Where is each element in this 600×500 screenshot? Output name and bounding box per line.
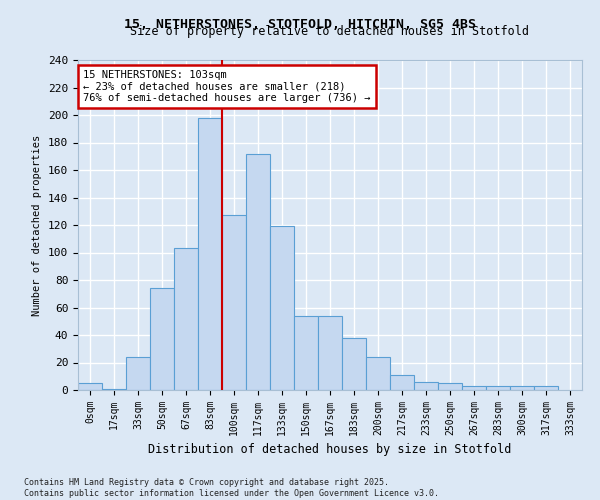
Bar — [462, 386, 486, 390]
Bar — [198, 118, 222, 390]
Bar — [294, 316, 318, 390]
Bar — [534, 386, 558, 390]
Bar — [438, 383, 462, 390]
Bar — [390, 375, 414, 390]
Bar — [246, 154, 270, 390]
Title: Size of property relative to detached houses in Stotfold: Size of property relative to detached ho… — [131, 25, 530, 38]
X-axis label: Distribution of detached houses by size in Stotfold: Distribution of detached houses by size … — [148, 444, 512, 456]
Bar — [486, 386, 510, 390]
Bar — [102, 388, 126, 390]
Text: 15, NETHERSTONES, STOTFOLD, HITCHIN, SG5 4BS: 15, NETHERSTONES, STOTFOLD, HITCHIN, SG5… — [124, 18, 476, 30]
Bar — [318, 316, 342, 390]
Bar — [126, 357, 150, 390]
Text: 15 NETHERSTONES: 103sqm
← 23% of detached houses are smaller (218)
76% of semi-d: 15 NETHERSTONES: 103sqm ← 23% of detache… — [83, 70, 371, 103]
Bar — [270, 226, 294, 390]
Bar — [174, 248, 198, 390]
Bar — [342, 338, 366, 390]
Bar — [78, 383, 102, 390]
Bar — [510, 386, 534, 390]
Y-axis label: Number of detached properties: Number of detached properties — [32, 134, 43, 316]
Bar — [366, 357, 390, 390]
Bar — [414, 382, 438, 390]
Text: Contains HM Land Registry data © Crown copyright and database right 2025.
Contai: Contains HM Land Registry data © Crown c… — [24, 478, 439, 498]
Bar — [222, 216, 246, 390]
Bar — [150, 288, 174, 390]
